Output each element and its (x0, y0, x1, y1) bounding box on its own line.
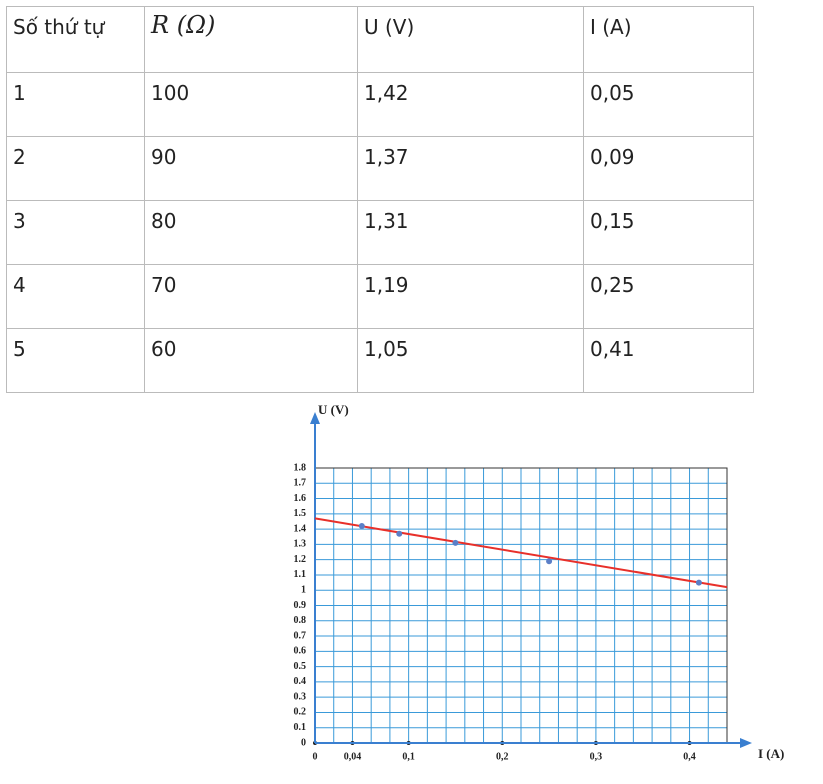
header-cell: Số thứ tự (6, 6, 145, 73)
table-cell: 0,15 (583, 200, 754, 265)
y-axis-label: U (V) (318, 402, 349, 417)
table-row: 1 100 1,42 0,05 (6, 72, 754, 137)
data-point (396, 530, 403, 537)
header-cell: R (Ω) (144, 6, 358, 73)
y-tick-label: 0.6 (294, 646, 307, 657)
y-tick-label: 0.3 (294, 691, 307, 702)
table-row: 3 80 1,31 0,15 (6, 200, 754, 265)
table-row: 5 60 1,05 0,41 (6, 328, 754, 393)
table-row: 4 70 1,19 0,25 (6, 264, 754, 329)
data-point (695, 579, 702, 586)
table-cell: 60 (144, 328, 358, 393)
y-tick-label: 1.5 (294, 508, 307, 519)
y-tick-label: 1.3 (294, 539, 307, 550)
y-tick-label: 0.1 (294, 722, 307, 733)
y-tick-label: 0.7 (294, 630, 307, 641)
y-tick-label: 1.6 (294, 493, 307, 504)
table-cell: 5 (6, 328, 145, 393)
y-tick-label: 0.5 (294, 661, 307, 672)
table-cell: 1,05 (357, 328, 584, 393)
header-row: Số thứ tự R (Ω) U (V) I (A) (6, 6, 754, 73)
table-row: 2 90 1,37 0,09 (6, 136, 754, 201)
y-arrow (310, 412, 320, 424)
table-cell: 1,37 (357, 136, 584, 201)
table-cell: 0,09 (583, 136, 754, 201)
y-tick-label: 1.4 (294, 523, 307, 534)
x-tick-label: 0,1 (402, 751, 415, 762)
y-tick-label: 1.8 (294, 462, 307, 473)
x-tick-label: 0,2 (496, 751, 509, 762)
table-cell: 1,42 (357, 72, 584, 137)
header-cell: U (V) (357, 6, 584, 73)
fit-line (314, 517, 728, 589)
y-tick-label: 0 (301, 737, 306, 748)
y-tick-label: 0.9 (294, 600, 307, 611)
x-tick-label: 0,4 (683, 751, 696, 762)
y-tick-label: 1.1 (294, 569, 307, 580)
y-tick-label: 0.2 (294, 707, 307, 718)
table-cell: 2 (6, 136, 145, 201)
table-cell: 0,05 (583, 72, 754, 137)
x-tick-label: 0,3 (590, 751, 603, 762)
table-cell: 70 (144, 264, 358, 329)
table-cell: 100 (144, 72, 358, 137)
y-tick-label: 0.4 (294, 676, 307, 687)
table-cell: 1,31 (357, 200, 584, 265)
table-cell: 90 (144, 136, 358, 201)
data-point (546, 558, 553, 565)
table-cell: 80 (144, 200, 358, 265)
y-tick-label: 0.8 (294, 615, 307, 626)
data-table: Số thứ tự R (Ω) U (V) I (A) 1 100 1,42 0,05… (6, 6, 754, 393)
data-point (452, 539, 459, 546)
table-cell: 0,25 (583, 264, 754, 329)
table-cell: 4 (6, 264, 145, 329)
y-tick-label: 1.2 (294, 554, 307, 565)
data-point (358, 523, 365, 530)
table-cell: 0,41 (583, 328, 754, 393)
x-arrow (740, 738, 752, 748)
x-tick-label: 0,04 (344, 751, 362, 762)
table-cell: 3 (6, 200, 145, 265)
table-cell: 1 (6, 72, 145, 137)
y-tick-label: 1 (301, 585, 306, 596)
table-cell: 1,19 (357, 264, 584, 329)
header-cell: I (A) (583, 6, 754, 73)
x-axis-label: I (A) (758, 746, 784, 761)
y-tick-label: 1.7 (294, 478, 307, 489)
x-tick-label: 0 (313, 751, 318, 762)
